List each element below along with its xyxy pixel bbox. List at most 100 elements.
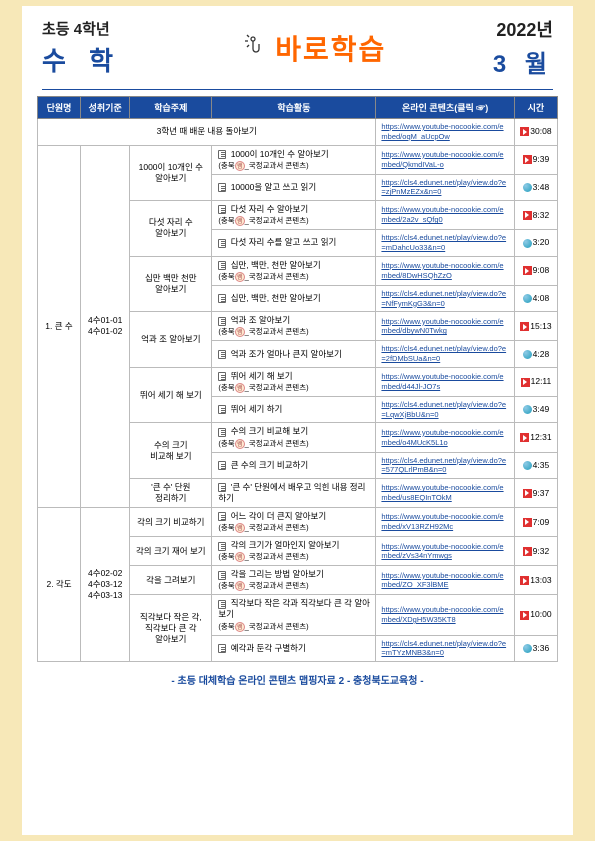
activity-cell: 예각과 둔각 구별하기: [212, 635, 376, 662]
play-icon: [520, 433, 529, 442]
play-icon: [520, 576, 529, 585]
link-cell: https://cls4.edunet.net/play/view.do?e=z…: [376, 174, 514, 201]
content-link[interactable]: https://www.youtube-nocookie.com/embed/x…: [379, 512, 510, 532]
activity-cell: 어느 각이 더 큰지 알아보기(충북쌤_국정교과서 콘텐츠): [212, 508, 376, 537]
content-link[interactable]: https://cls4.edunet.net/play/view.do?e=N…: [379, 289, 510, 309]
content-link[interactable]: https://cls4.edunet.net/play/view.do?e=z…: [379, 178, 510, 198]
header-right: 2022년 3 월: [453, 16, 553, 79]
topic-cell: 수의 크기 비교해 보기: [130, 423, 212, 479]
content-link[interactable]: https://www.youtube-nocookie.com/embed/Q…: [379, 150, 510, 170]
page-footer: - 초등 대체학습 온라인 콘텐츠 맵핑자료 2 - 충청북도교육청 -: [22, 662, 573, 693]
content-table: 단원명 성취기준 학습주제 학습활동 온라인 콘텐츠(클릭 ☞) 시간 3학년 …: [37, 96, 558, 662]
activity-cell: '큰 수' 단원에서 배우고 익힌 내용 정리하기: [212, 479, 376, 508]
time-cell: 10:00: [514, 595, 557, 635]
topic-cell: 억과 조 알아보기: [130, 312, 212, 368]
badge-icon: 쌤: [235, 327, 245, 337]
unit-cell: 2. 각도: [38, 508, 81, 662]
content-link[interactable]: https://cls4.edunet.net/play/view.do?e=2…: [379, 344, 510, 364]
topic-cell: 십만 백만 천만 알아보기: [130, 256, 212, 312]
link-cell: https://www.youtube-nocookie.com/embed/8…: [376, 256, 514, 285]
content-link[interactable]: https://cls4.edunet.net/play/view.do?e=m…: [379, 639, 510, 659]
activity-cell: 다섯 자리 수를 알고 쓰고 읽기: [212, 230, 376, 257]
doc-icon: [218, 183, 226, 192]
globe-icon: [523, 405, 532, 414]
unit-cell: 1. 큰 수: [38, 145, 81, 508]
content-link[interactable]: https://www.youtube-nocookie.com/embed/Z…: [379, 571, 510, 591]
time-cell: 9:32: [514, 537, 557, 566]
time-cell: 4:35: [514, 452, 557, 479]
doc-icon: [218, 600, 226, 609]
activity-cell: 큰 수의 크기 비교하기: [212, 452, 376, 479]
globe-icon: [523, 461, 532, 470]
content-link[interactable]: https://www.youtube-nocookie.com/embed/d…: [379, 317, 510, 337]
link-cell: https://cls4.edunet.net/play/view.do?e=m…: [376, 635, 514, 662]
table-row: 2. 각도4수02-02 4수03-12 4수03-13각의 크기 비교하기 어…: [38, 508, 558, 537]
globe-icon: [523, 183, 532, 192]
doc-icon: [218, 461, 226, 470]
doc-icon: [218, 405, 226, 414]
badge-icon: 쌤: [235, 161, 245, 171]
col-activity-header: 학습활동: [212, 97, 376, 119]
activity-cell: 십만, 백만, 천만 알아보기(충북쌤_국정교과서 콘텐츠): [212, 256, 376, 285]
badge-icon: 쌤: [235, 523, 245, 533]
subject-label: 수 학: [42, 41, 172, 78]
globe-icon: [523, 644, 532, 653]
standard-cell: 4수02-02 4수03-12 4수03-13: [81, 508, 130, 662]
play-icon: [520, 127, 529, 136]
topic-cell: 각을 그려보기: [130, 566, 212, 595]
doc-icon: [218, 512, 226, 521]
time-cell: 12:31: [514, 423, 557, 452]
link-cell: https://www.youtube-nocookie.com/embed/o…: [376, 423, 514, 452]
doc-icon: [218, 150, 226, 159]
play-icon: [520, 611, 529, 620]
link-cell: https://www.youtube-nocookie.com/embed/Q…: [376, 145, 514, 174]
doc-icon: [218, 542, 226, 551]
play-icon: [523, 155, 532, 164]
badge-icon: 쌤: [235, 216, 245, 226]
doc-icon: [218, 261, 226, 270]
center-title: 바로학습: [275, 34, 386, 65]
play-icon: [523, 489, 532, 498]
content-link[interactable]: https://www.youtube-nocookie.com/embed/z…: [379, 542, 510, 562]
link-cell: https://www.youtube-nocookie.com/embed/Z…: [376, 566, 514, 595]
doc-icon: [218, 239, 226, 248]
badge-icon: 쌤: [235, 581, 245, 591]
play-icon: [523, 211, 532, 220]
activity-cell: 1000이 10개인 수 알아보기(충북쌤_국정교과서 콘텐츠): [212, 145, 376, 174]
play-icon: [523, 547, 532, 556]
globe-icon: [523, 239, 532, 248]
content-link[interactable]: https://cls4.edunet.net/play/view.do?e=L…: [379, 400, 510, 420]
doc-icon: [218, 571, 226, 580]
time-cell: 9:08: [514, 256, 557, 285]
badge-icon: 쌤: [235, 439, 245, 449]
doc-icon: [218, 205, 226, 214]
header-left: 초등 4학년 수 학: [42, 18, 172, 78]
content-link[interactable]: https://www.youtube-nocookie.com/embed/2…: [379, 205, 510, 225]
month-label: 3 월: [453, 44, 553, 79]
link-cell: https://www.youtube-nocookie.com/embed/X…: [376, 595, 514, 635]
time-cell: 4:28: [514, 341, 557, 368]
time-cell: 9:39: [514, 145, 557, 174]
header-center: 바로학습: [172, 28, 453, 68]
review-row: 3학년 때 배운 내용 돌아보기https://www.youtube-noco…: [38, 119, 558, 146]
review-link[interactable]: https://www.youtube-nocookie.com/embed/o…: [379, 122, 510, 142]
doc-icon: [218, 294, 226, 303]
content-link[interactable]: https://www.youtube-nocookie.com/embed/d…: [379, 372, 510, 392]
link-cell: https://cls4.edunet.net/play/view.do?e=5…: [376, 452, 514, 479]
content-link[interactable]: https://cls4.edunet.net/play/view.do?e=m…: [379, 233, 510, 253]
content-link[interactable]: https://www.youtube-nocookie.com/embed/u…: [379, 483, 510, 503]
time-cell: 15:13: [514, 312, 557, 341]
content-link[interactable]: https://www.youtube-nocookie.com/embed/8…: [379, 261, 510, 281]
content-link[interactable]: https://www.youtube-nocookie.com/embed/X…: [379, 605, 510, 625]
col-topic-header: 학습주제: [130, 97, 212, 119]
table-row: 1. 큰 수4수01-01 4수01-021000이 10개인 수 알아보기 1…: [38, 145, 558, 174]
header-divider: [42, 89, 553, 90]
badge-icon: 쌤: [235, 622, 245, 632]
content-link[interactable]: https://cls4.edunet.net/play/view.do?e=5…: [379, 456, 510, 476]
link-cell: https://www.youtube-nocookie.com/embed/d…: [376, 312, 514, 341]
topic-cell: 뛰어 세기 해 보기: [130, 367, 212, 423]
time-cell: 7:09: [514, 508, 557, 537]
topic-cell: 다섯 자리 수 알아보기: [130, 201, 212, 257]
content-link[interactable]: https://www.youtube-nocookie.com/embed/o…: [379, 428, 510, 448]
link-cell: https://www.youtube-nocookie.com/embed/u…: [376, 479, 514, 508]
